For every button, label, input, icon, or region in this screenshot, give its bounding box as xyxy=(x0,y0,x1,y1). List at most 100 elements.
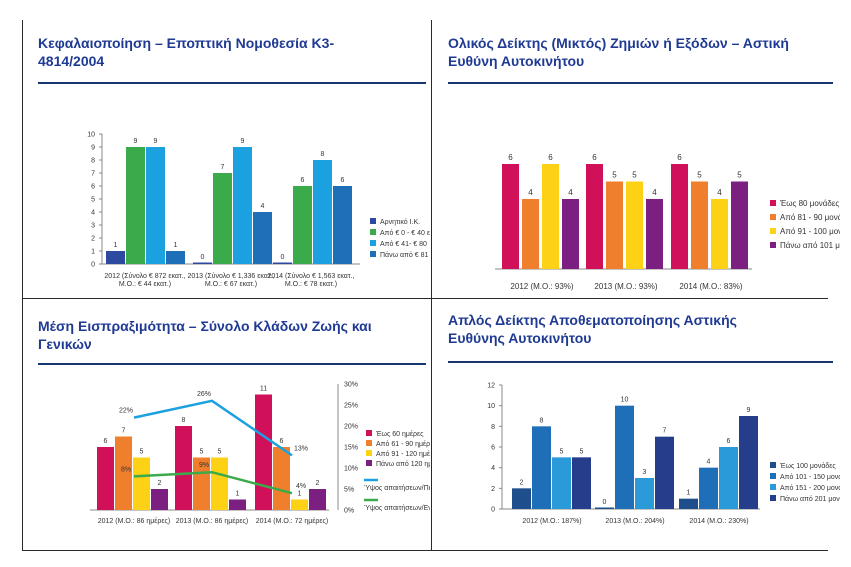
y-tick-label: 0 xyxy=(91,262,95,269)
legend-swatch xyxy=(370,251,376,257)
y-tick-label: 10 xyxy=(487,403,495,410)
data-label: 9 xyxy=(134,138,138,145)
legend-swatch xyxy=(770,473,776,479)
data-label: 1 xyxy=(236,491,240,498)
bar xyxy=(146,147,165,264)
bar xyxy=(739,416,758,509)
bar xyxy=(606,181,623,269)
legend-swatch xyxy=(770,484,776,490)
data-label: 7 xyxy=(663,428,667,435)
y-tick-label: 2 xyxy=(91,236,95,243)
y-tick-label: 10 xyxy=(87,132,95,139)
bar xyxy=(193,262,212,264)
data-label: 6 xyxy=(592,153,597,162)
bar xyxy=(562,199,579,269)
data-label: 6 xyxy=(548,153,553,162)
bar xyxy=(671,164,688,269)
legend-label: Από 91 - 100 μονάδες xyxy=(780,227,840,236)
data-label: 6 xyxy=(508,153,513,162)
category-label: 2012 (Μ.Ο.: 187%) xyxy=(522,518,581,525)
bar xyxy=(175,426,192,510)
legend-line-label: Ύψος απαιτήσεων/Παραγωγή xyxy=(364,485,430,492)
y-tick-label: 3 xyxy=(91,223,95,230)
legend-swatch xyxy=(366,440,372,446)
data-label: 6 xyxy=(104,438,108,445)
y-tick-label: 2 xyxy=(491,486,495,493)
divider-vertical xyxy=(431,20,432,550)
secondary-y-tick-label: 25% xyxy=(344,403,358,410)
data-label: 9 xyxy=(154,138,158,145)
data-label: 3 xyxy=(643,469,647,476)
data-label: 1 xyxy=(174,242,178,249)
category-label: 2012 (Σύνολο € 872 εκατ., xyxy=(104,272,185,280)
bar xyxy=(233,147,252,264)
data-label: 4 xyxy=(717,188,722,197)
data-label: 1 xyxy=(687,490,691,497)
y-tick-label: 7 xyxy=(91,171,95,178)
legend-label: Έως 100 μονάδες xyxy=(779,462,836,470)
bar xyxy=(691,181,708,269)
data-label: 4 xyxy=(568,188,573,197)
title-underline xyxy=(448,361,833,363)
legend-label: Από 81 - 90 μονάδες xyxy=(780,213,840,222)
panel-reserving: Απλός Δείκτης Αποθεματοποίησης Αστικής Ε… xyxy=(440,299,840,550)
title-underline xyxy=(38,82,426,84)
bar xyxy=(646,199,663,269)
secondary-y-tick-label: 0% xyxy=(344,508,354,515)
legend-swatch xyxy=(366,460,372,466)
bar xyxy=(255,394,272,510)
data-label: 2 xyxy=(316,480,320,487)
data-label: 6 xyxy=(280,438,284,445)
bar xyxy=(126,147,145,264)
y-tick-label: 5 xyxy=(91,197,95,204)
y-tick-label: 8 xyxy=(91,158,95,165)
category-label: 2012 (Μ.Ο.: 86 ημέρες) xyxy=(98,517,171,525)
line-data-label: 13% xyxy=(294,445,308,452)
legend-swatch xyxy=(770,214,776,220)
legend-label: Από € 41- € 80 xyxy=(380,240,427,248)
legend-label: Από 151 - 200 μονάδες xyxy=(780,484,840,492)
legend-swatch xyxy=(770,200,776,206)
panel-capitalization: Κεφαλαιοποίηση – Εποπτική Νομοθεσία Κ3-4… xyxy=(30,20,430,298)
bar xyxy=(502,164,519,269)
data-label: 5 xyxy=(200,449,204,456)
bar xyxy=(309,489,326,510)
category-label: 2014 (Μ.Ο.: 230%) xyxy=(689,518,748,525)
legend-label: Πάνω από 201 μονάδες xyxy=(780,495,840,503)
bar xyxy=(542,164,559,269)
line-data-label: 26% xyxy=(197,391,211,398)
chart-reserving: 0 2 4 6 8 10 12 2 0 1 8 10 4 5 3 6 5 7 9 2012 (Μ.Ο.: 187%) 2… xyxy=(487,383,840,526)
bar xyxy=(291,499,308,510)
category-label: 2013 (Σύνολο € 1,336 εκατ., xyxy=(187,272,274,280)
data-label: 10 xyxy=(621,397,629,404)
data-label: 4 xyxy=(261,203,265,210)
category-label: 2012 (Μ.Ο.: 93%) xyxy=(510,282,573,291)
legend-swatch xyxy=(770,495,776,501)
bar xyxy=(572,457,591,509)
category-label: 2013 (Μ.Ο.: 93%) xyxy=(594,282,657,291)
legend-label: Πάνω από 101 μονάδες xyxy=(780,241,840,250)
data-label: 6 xyxy=(727,438,731,445)
data-label: 4 xyxy=(652,188,657,197)
data-label: 7 xyxy=(122,428,126,435)
data-label: 2 xyxy=(520,479,524,486)
legend-swatch xyxy=(370,240,376,246)
bar xyxy=(151,489,168,510)
legend-label: Πάνω από € 81 xyxy=(380,251,428,259)
y-tick-label: 6 xyxy=(491,445,495,452)
y-tick-label: 6 xyxy=(91,184,95,191)
secondary-y-tick-label: 30% xyxy=(344,382,358,389)
divider-horizontal-bottom xyxy=(22,550,828,551)
data-label: 5 xyxy=(560,448,564,455)
legend-label: Από 61 - 90 ημέρες xyxy=(376,440,430,448)
bar xyxy=(97,447,114,510)
data-label: 4 xyxy=(528,188,533,197)
data-label: 5 xyxy=(140,449,144,456)
series-line xyxy=(133,470,293,495)
secondary-y-tick-label: 20% xyxy=(344,424,358,431)
data-label: 5 xyxy=(697,171,702,180)
bar xyxy=(615,405,634,509)
bar xyxy=(333,186,352,264)
bar xyxy=(313,160,332,264)
category-label: 2014 (Σύνολο € 1,563 εκατ., xyxy=(267,272,354,280)
